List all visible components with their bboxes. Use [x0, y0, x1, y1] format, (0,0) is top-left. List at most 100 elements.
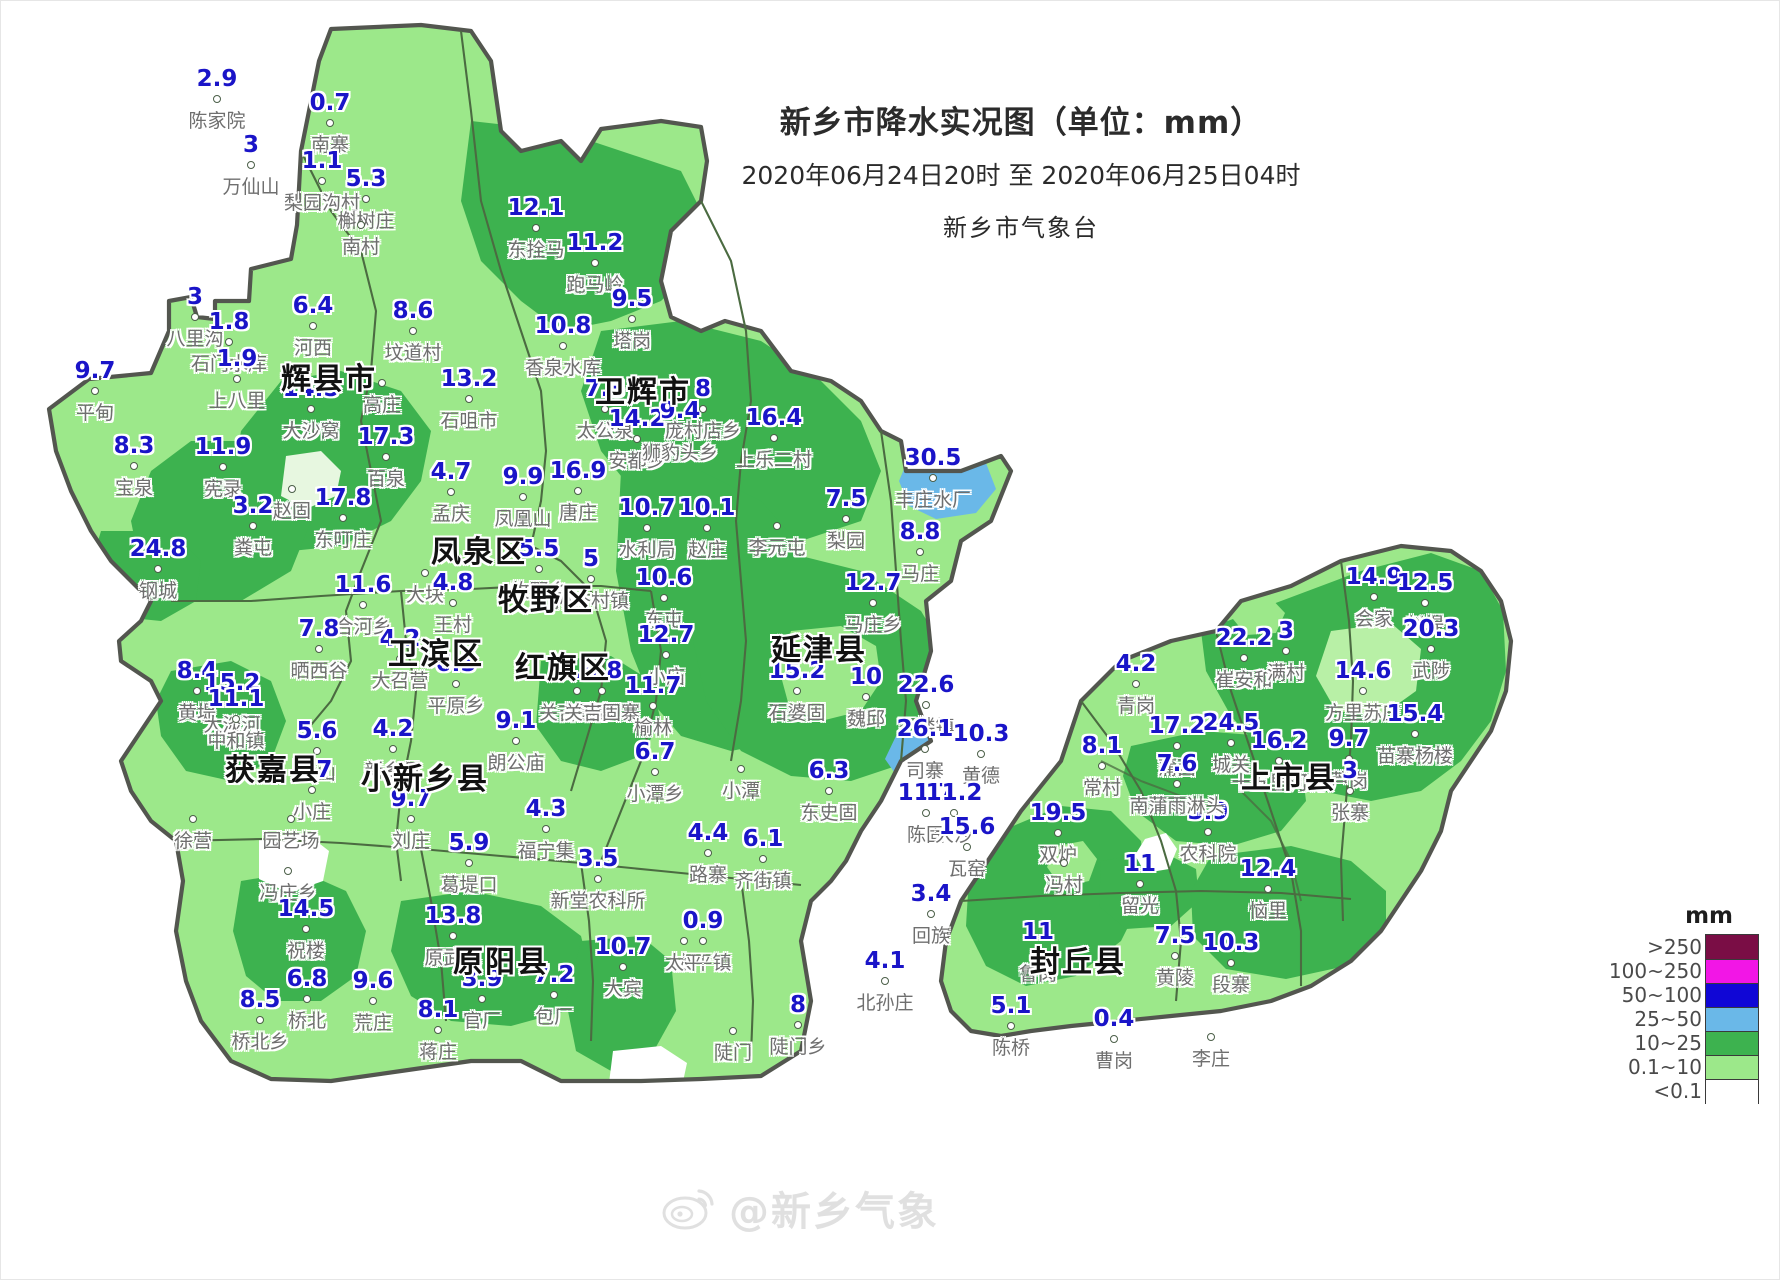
station-dot-icon	[842, 515, 850, 523]
station-dot-icon	[288, 485, 296, 493]
station-name: 会家	[1354, 608, 1394, 630]
station-name: 蒲西	[1157, 757, 1197, 779]
station-dot-icon	[729, 1027, 737, 1035]
station-name: 原武镇	[424, 947, 482, 969]
station-name: 上乐二村	[735, 449, 813, 471]
station-name: 榆林	[633, 717, 673, 739]
station-dot-icon	[1359, 687, 1367, 695]
station-value: 11.6	[334, 572, 392, 598]
station-name: 留光	[1120, 895, 1160, 917]
station-value: 13.2	[440, 366, 498, 392]
station-name: 李庄	[1191, 1048, 1231, 1070]
station-dot-icon	[1275, 757, 1283, 765]
station-name: 鲁岗	[1018, 963, 1058, 985]
station-value: 14.9	[1345, 564, 1403, 590]
station-dot-icon	[189, 815, 197, 823]
station-value: 8.3	[113, 433, 155, 459]
station-dot-icon	[963, 843, 971, 851]
station-name: 农科院	[1179, 843, 1237, 865]
station-dot-icon	[649, 702, 657, 710]
station-value: 3.2	[232, 493, 274, 519]
station-dot-icon	[535, 565, 543, 573]
station-name: 赵庄	[687, 539, 727, 561]
station-name: 苗寨杨楼	[1376, 745, 1454, 767]
station-value: 17.3	[357, 424, 415, 450]
station-value: 7.3	[584, 376, 626, 402]
station-name: 冯村	[1044, 874, 1084, 896]
station-value: 5.3	[345, 166, 387, 192]
station-dot-icon	[225, 338, 233, 346]
station-dot-icon	[357, 221, 365, 229]
station-dot-icon	[699, 405, 707, 413]
station-dot-icon	[1060, 859, 1068, 867]
station-dot-icon	[1173, 742, 1181, 750]
station-name: 恼里	[1248, 900, 1288, 922]
station-dot-icon	[213, 95, 221, 103]
station-name: 十五里河村	[1231, 772, 1327, 794]
station-name: 梨园	[826, 530, 866, 552]
station-value: 0.9	[682, 908, 724, 934]
station-value: 9.1	[495, 708, 537, 734]
station-name: 北孙庄	[856, 992, 914, 1014]
station-name: 小潭乡	[626, 783, 684, 805]
station-dot-icon	[651, 768, 659, 776]
station-name: 东屯	[644, 609, 684, 631]
station-value: 15.4	[1386, 701, 1444, 727]
station-dot-icon	[339, 514, 347, 522]
station-name: 桥北	[287, 1010, 327, 1032]
station-value: 6.3	[808, 758, 850, 784]
station-name: 高庄	[362, 394, 402, 416]
legend-range-label: 10~25	[1634, 1031, 1702, 1055]
station-dot-icon	[130, 462, 138, 470]
station-name: 粪屯	[233, 537, 273, 559]
station-dot-icon	[704, 849, 712, 857]
station-dot-icon	[465, 859, 473, 867]
station-dot-icon	[284, 867, 292, 875]
station-name: 大沙	[934, 824, 974, 846]
station-dot-icon	[421, 569, 429, 577]
station-dot-icon	[643, 524, 651, 532]
station-value: 14.6	[1334, 658, 1392, 684]
station-dot-icon	[773, 522, 781, 530]
station-name: 合河乡	[334, 616, 392, 638]
station-value: 1.9	[216, 346, 258, 372]
station-name: 桥北乡	[231, 1031, 289, 1053]
station-name: 水利局	[618, 539, 676, 561]
legend-row: >250	[1647, 935, 1758, 959]
station-dot-icon	[315, 645, 323, 653]
station-dot-icon	[1098, 762, 1106, 770]
station-dot-icon	[309, 322, 317, 330]
station-value: 19.5	[1029, 800, 1087, 826]
station-name: 小潭	[721, 780, 761, 802]
station-name: 城关	[1211, 754, 1251, 776]
legend-row: 0.1~10	[1628, 1054, 1758, 1080]
legend-range-label: <0.1	[1653, 1079, 1702, 1103]
station-name: 回族	[911, 925, 951, 947]
station-dot-icon	[1136, 880, 1144, 888]
station-name: 跑马岭	[566, 274, 624, 296]
station-value: 16.4	[745, 405, 803, 431]
station-dot-icon	[303, 995, 311, 1003]
station-value: 4.2	[379, 626, 421, 652]
station-value: 9.7	[74, 358, 116, 384]
station-dot-icon	[922, 809, 930, 817]
station-name: 徐营	[173, 830, 213, 852]
station-value: 6.5	[435, 651, 477, 677]
station-dot-icon	[1411, 730, 1419, 738]
station-dot-icon	[601, 405, 609, 413]
station-name: 钢城	[138, 580, 178, 602]
station-value: 22.2	[1215, 625, 1273, 651]
station-name: 南寨	[310, 134, 350, 156]
station-name: 南村	[341, 236, 381, 258]
station-value: 11.2	[925, 780, 983, 806]
station-dot-icon	[359, 601, 367, 609]
station-name: 太平镇	[674, 952, 732, 974]
legend-color-swatch	[1706, 982, 1758, 1008]
station-name: 上八里	[208, 390, 266, 412]
station-value: 24.8	[129, 536, 187, 562]
legend-row: 10~25	[1634, 1030, 1758, 1056]
station-value: 10.3	[1202, 930, 1260, 956]
station-dot-icon	[449, 599, 457, 607]
